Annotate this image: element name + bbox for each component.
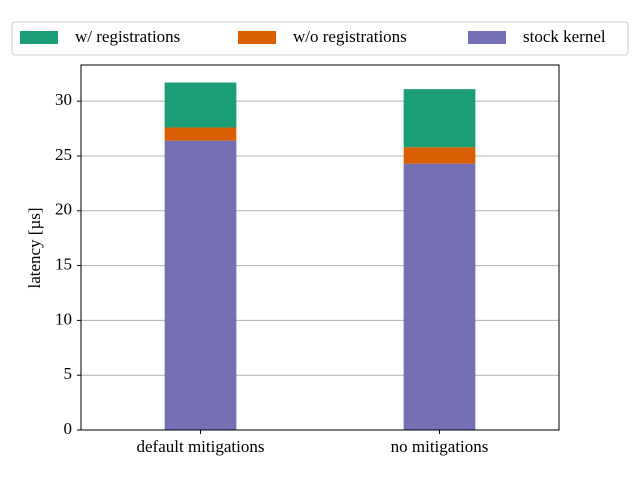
y-tick-label: 20: [55, 200, 72, 219]
legend-swatch: [468, 31, 506, 44]
legend-label: w/o registrations: [293, 27, 407, 46]
legend-swatch: [20, 31, 58, 44]
y-tick-label: 25: [55, 145, 72, 164]
legend-label: w/ registrations: [75, 27, 180, 46]
y-tick-label: 30: [55, 90, 72, 109]
legend-swatch: [238, 31, 276, 44]
legend-label: stock kernel: [523, 27, 606, 46]
legend-box: [11, 21, 629, 56]
bar-segment: [164, 82, 237, 128]
bar-segment: [403, 147, 476, 164]
bar-segment: [164, 127, 237, 141]
bar-segment: [403, 89, 476, 148]
y-tick-label: 15: [55, 254, 72, 273]
x-tick-label: no mitigations: [391, 437, 489, 456]
y-tick-label: 5: [64, 364, 73, 383]
bar-segment: [164, 140, 237, 431]
y-tick-label: 0: [64, 419, 73, 438]
plot-frame: [80, 64, 560, 431]
bar-segment: [403, 163, 476, 430]
y-axis-label: latency [µs]: [25, 207, 44, 288]
x-tick-label: default mitigations: [137, 437, 265, 456]
y-tick-label: 10: [55, 309, 72, 328]
